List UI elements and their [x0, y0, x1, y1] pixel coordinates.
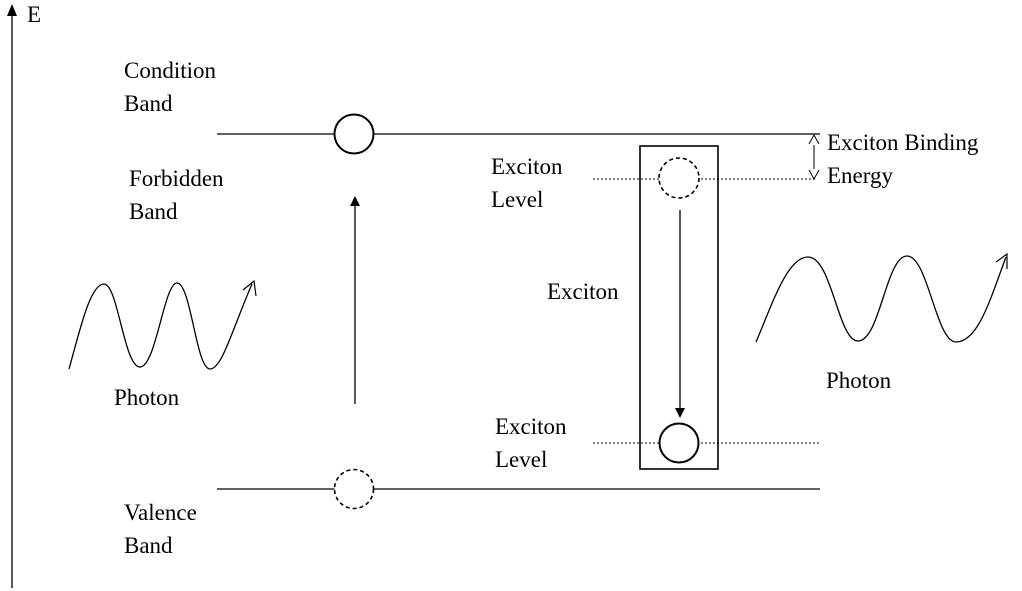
exciton-level-upper-label-line1: Exciton — [491, 154, 563, 179]
forbidden-band-label-line1: Forbidden — [129, 166, 224, 191]
exciton-level-upper-label-line2: Level — [491, 187, 544, 212]
exciton-label: Exciton — [547, 279, 619, 304]
exciton-level-lower-label-line2: Level — [495, 447, 548, 472]
conduction-band-label-line1: Condition — [124, 58, 217, 83]
forbidden-band-label-line2: Band — [129, 199, 178, 224]
photon-emitted-label: Photon — [826, 368, 892, 393]
conduction-band-label-line2: Band — [124, 91, 173, 116]
photon-absorbed-arrowhead — [242, 279, 257, 297]
binding-energy-label-line2: Energy — [827, 163, 894, 188]
photon-wave-emitted — [755, 255, 1007, 343]
valence-band-label-line2: Band — [124, 533, 173, 558]
exciton-box — [639, 145, 719, 470]
photon-emitted-arrowhead — [995, 252, 1008, 269]
energy-axis-label: E — [27, 2, 42, 27]
binding-energy-label-line1: Exciton Binding — [827, 130, 979, 155]
exciton-upper-circle — [658, 157, 700, 199]
photon-absorbed-label: Photon — [114, 385, 180, 410]
energy-axis-arrowhead — [7, 4, 17, 16]
binding-energy-arrowhead-top — [808, 133, 820, 145]
exciton-lower-circle — [658, 422, 700, 464]
electron-circle — [333, 113, 375, 155]
valence-band-label-line1: Valence — [124, 500, 197, 525]
photon-wave-absorbed — [68, 282, 253, 370]
exciton-level-lower-label-line1: Exciton — [495, 414, 567, 439]
binding-energy-arrowhead-bottom — [808, 169, 820, 181]
hole-circle — [333, 468, 375, 510]
